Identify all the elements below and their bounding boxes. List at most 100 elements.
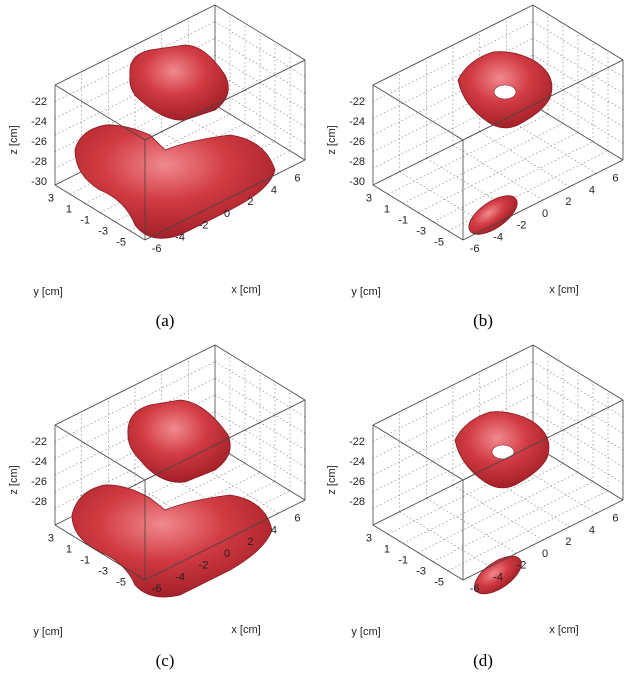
panel-caption: (b) <box>473 311 493 330</box>
y-axis-label: y [cm] <box>33 286 62 298</box>
panel-caption: (a) <box>156 311 175 330</box>
box-edge <box>533 105 623 160</box>
x-tick-label: 2 <box>565 536 571 548</box>
z-tick-label: -22 <box>31 96 47 108</box>
x-tick-label: -6 <box>470 243 480 255</box>
y-tick-label: -5 <box>116 236 126 248</box>
z-tick-label: -24 <box>349 456 365 468</box>
y-tick-label: -3 <box>416 225 426 237</box>
y-axis-label: y [cm] <box>351 626 380 638</box>
x-tick-label: -2 <box>517 220 527 232</box>
panel-caption: (c) <box>156 651 175 670</box>
x-axis-label: x [cm] <box>231 624 260 636</box>
x-tick-label: -6 <box>152 583 162 595</box>
x-tick-label: 4 <box>589 184 595 196</box>
wall-dots <box>426 498 516 553</box>
z-axis-label: z [cm] <box>326 125 338 154</box>
wall-dots <box>448 491 608 571</box>
x-tick-label: -6 <box>152 243 162 255</box>
y-tick-label: -3 <box>98 225 108 237</box>
y-tick-label: -5 <box>434 236 444 248</box>
z-tick-label: -30 <box>349 176 365 188</box>
x-tick-label: 4 <box>271 524 277 536</box>
z-tick-label: -22 <box>31 436 47 448</box>
box-edge <box>373 85 463 140</box>
x-tick-label: -4 <box>175 231 185 243</box>
x-tick-label: 6 <box>612 513 618 525</box>
y-tick-label: -1 <box>398 214 408 226</box>
z-tick-label: -24 <box>31 116 47 128</box>
isosurface <box>458 52 552 242</box>
x-axis-label: x [cm] <box>231 284 260 296</box>
x-tick-label: 0 <box>224 208 230 220</box>
x-tick-label: 0 <box>542 548 548 560</box>
x-tick-label: 6 <box>294 513 300 525</box>
y-tick-label: 1 <box>66 203 72 215</box>
x-tick-label: 6 <box>612 173 618 185</box>
x-tick-label: -4 <box>493 231 503 243</box>
x-tick-label: -2 <box>199 220 209 232</box>
y-tick-label: 3 <box>48 532 54 544</box>
z-tick-label: -26 <box>31 136 47 148</box>
x-tick-label: -4 <box>493 571 503 583</box>
z-tick-label: -24 <box>349 116 365 128</box>
x-tick-label: 0 <box>224 548 230 560</box>
y-axis-label: y [cm] <box>33 626 62 638</box>
x-tick-label: -4 <box>175 571 185 583</box>
z-tick-label: -30 <box>31 176 47 188</box>
wall-dots <box>215 378 305 433</box>
panel: -22 -24 -26 -28 -3031 -1 -3 -5 -6 -4 -2 0 2 4 6 z [cm] y… <box>0 0 318 340</box>
y-tick-label: 3 <box>366 532 372 544</box>
box-edge <box>373 425 463 480</box>
z-tick-label: -28 <box>349 156 365 168</box>
y-tick-label: -5 <box>434 576 444 588</box>
z-tick-label: -24 <box>31 456 47 468</box>
x-tick-label: 4 <box>271 184 277 196</box>
x-tick-label: -2 <box>199 560 209 572</box>
x-axis-label: x [cm] <box>549 284 578 296</box>
z-tick-label: -22 <box>349 96 365 108</box>
z-tick-label: -26 <box>349 476 365 488</box>
panel-caption: (d) <box>473 651 493 670</box>
box-edge <box>463 160 623 240</box>
z-tick-label: -28 <box>31 496 47 508</box>
x-tick-label: 2 <box>247 196 253 208</box>
x-tick-label: 0 <box>542 208 548 220</box>
x-tick-label: 6 <box>294 173 300 185</box>
z-tick-label: -28 <box>31 156 47 168</box>
y-tick-label: -5 <box>116 576 126 588</box>
y-axis-label: y [cm] <box>351 286 380 298</box>
z-axis-label: z [cm] <box>8 465 20 494</box>
wall-dots <box>433 482 593 562</box>
x-tick-label: -2 <box>517 560 527 572</box>
y-tick-label: -3 <box>98 565 108 577</box>
wall-dots <box>388 114 548 194</box>
x-tick-label: 2 <box>565 196 571 208</box>
box-edge <box>463 500 623 580</box>
z-tick-label: -26 <box>349 136 365 148</box>
figure: -22-24-26-28-3031-1-3-5-6-4-20246z [cm]y… <box>0 0 636 681</box>
x-tick-label: 2 <box>247 536 253 548</box>
wall-dots <box>533 378 623 433</box>
wall-dots <box>480 132 570 187</box>
wall-dots <box>400 512 490 567</box>
y-tick-label: 1 <box>384 543 390 555</box>
x-tick-label: 4 <box>589 524 595 536</box>
z-axis-label: z [cm] <box>326 465 338 494</box>
y-tick-label: 3 <box>48 192 54 204</box>
y-tick-label: -1 <box>80 554 90 566</box>
x-axis-label: x [cm] <box>549 624 578 636</box>
z-tick-label: -22 <box>349 436 365 448</box>
y-tick-label: 3 <box>366 192 372 204</box>
y-tick-label: -1 <box>398 554 408 566</box>
z-tick-label: -26 <box>31 476 47 488</box>
z-axis-label: z [cm] <box>8 125 20 154</box>
panel: -22 -24 -26 -28 31 -1 -3 -5 -6 -4 -2 0 2 4 6 z [cm] y [c… <box>0 340 318 680</box>
wall-dots <box>403 123 563 203</box>
y-tick-label: 1 <box>66 543 72 555</box>
z-tick-label: -28 <box>349 496 365 508</box>
y-tick-label: -3 <box>416 565 426 577</box>
y-tick-label: -1 <box>80 214 90 226</box>
